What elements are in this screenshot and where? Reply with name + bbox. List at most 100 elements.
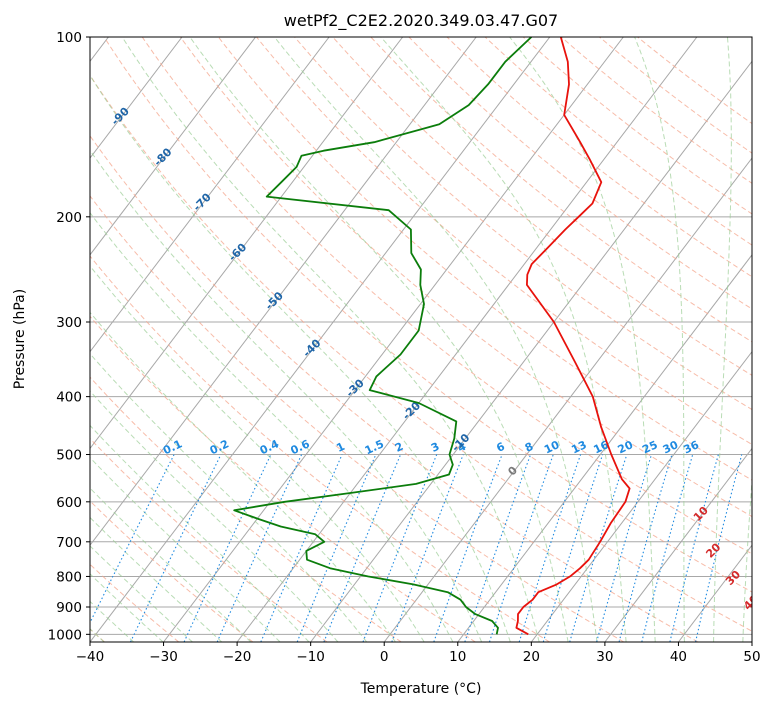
mixing-ratio-label: 2: [393, 440, 405, 455]
dry-adiabat-line: [294, 37, 752, 411]
mixing-ratio-label: 36: [682, 438, 702, 456]
mixing-ratio-line: [391, 454, 464, 642]
mixing-ratio-line: [464, 454, 532, 642]
y-tick-label: 1000: [48, 627, 82, 643]
x-tick-label: 30: [596, 649, 613, 665]
y-tick-label: 300: [56, 315, 82, 331]
dry-adiabat-line: [599, 37, 752, 154]
moist-adiabat-line: [90, 311, 396, 642]
dry-adiabat-line: [408, 37, 752, 310]
y-tick-label: 500: [56, 448, 82, 464]
x-tick-label: 0: [380, 649, 389, 665]
x-tick-label: −40: [76, 649, 105, 665]
dry-adiabat-line: [103, 37, 752, 593]
adiabat-labels: 0.1 0.2 0.4 0.6 1 1.5 2 3 4 6 8 10 13 16 20 25 30 36-100-…: [90, 60, 761, 612]
plot-frame: [89, 36, 753, 643]
mixing-ratio-line: [695, 454, 743, 642]
dry-adiabat-line: [179, 37, 752, 518]
isotherm-line: [457, 254, 752, 642]
dry-adiabat-line: [90, 376, 402, 642]
mixing-ratio-label: 8: [523, 440, 535, 455]
isotherm-line: [310, 60, 752, 642]
isotherm-line: [163, 37, 624, 642]
dewpoint-profile: [233, 37, 533, 635]
mixing-ratio-line: [90, 454, 175, 624]
y-tick-label: 900: [56, 600, 82, 616]
moist-adiabat-line: [90, 516, 223, 642]
y-tick-label: 800: [56, 569, 82, 585]
mixing-ratio-label: 10: [542, 438, 562, 456]
isotherm-line: [604, 447, 752, 642]
moist-adiabat-line: [90, 390, 339, 642]
mixing-ratio-line: [569, 454, 628, 642]
isotherm-line: [383, 157, 752, 642]
isotherm-line: [90, 37, 477, 547]
y-tick-label: 400: [56, 390, 82, 406]
y-axis-label: Pressure (hPa): [12, 289, 28, 389]
dry-adiabat-line: [90, 255, 550, 642]
y-tick-label: 100: [56, 30, 82, 46]
isotherm-line: [236, 37, 698, 642]
mixing-ratio-line: [488, 454, 554, 642]
dry-adiabat-line: [90, 195, 625, 642]
chart-title: wetPf2_C2E2.2020.349.03.47.G07: [284, 11, 558, 31]
dry-adiabat-line: [560, 37, 752, 184]
mixing-ratio-line: [618, 454, 673, 642]
dry-adiabat-label: -40: [300, 336, 323, 359]
moist-adiabat-label: 20: [703, 540, 723, 560]
dry-adiabat-line: [90, 74, 752, 632]
y-tick-label: 600: [56, 495, 82, 511]
mixing-ratio-label: 20: [616, 438, 636, 456]
moist-adiabat-line: [189, 37, 569, 642]
isotherm-line: [90, 37, 330, 353]
moist-adiabat-line: [380, 37, 627, 642]
mixing-ratio-line: [260, 454, 343, 642]
dry-adiabat-line: [522, 37, 752, 215]
moist-adiabat-line: [274, 37, 598, 642]
moist-adiabat-line: [121, 37, 540, 642]
dry-adiabat-line: [256, 37, 752, 446]
x-axis-label: Temperature (°C): [360, 681, 482, 697]
dry-adiabat-label: -50: [263, 289, 286, 312]
isotherm-line: [530, 350, 752, 642]
isotherm-line: [90, 37, 551, 642]
isotherm-line: [751, 641, 752, 642]
mixing-ratio-label: 3: [429, 440, 441, 455]
mixing-ratio-line: [183, 454, 272, 642]
x-tick-label: −20: [223, 649, 252, 665]
moist-adiabat-line: [90, 211, 454, 642]
mixing-ratio-line: [130, 454, 222, 642]
mixing-ratio-label: 6: [494, 440, 507, 455]
mixing-ratio-line: [542, 454, 604, 642]
moist-adiabat-line: [90, 456, 281, 642]
moist-adiabat-line: [713, 37, 732, 642]
mixing-ratio-line: [518, 454, 582, 642]
y-tick-label: 700: [56, 535, 82, 551]
dry-adiabat-line: [446, 37, 752, 278]
mixing-ratio-line: [641, 454, 694, 642]
mixing-ratio-label: 13: [569, 438, 588, 456]
mixing-ratio-line: [596, 454, 653, 642]
mixing-ratio-line: [433, 454, 503, 642]
dry-adiabat-line: [370, 37, 752, 343]
dry-adiabat-line: [141, 37, 752, 555]
dry-adiabat-label: -70: [191, 190, 214, 213]
x-tick-label: −10: [296, 649, 325, 665]
mixing-ratio-line: [323, 454, 402, 642]
x-tick-label: −30: [149, 649, 178, 665]
mixing-ratio-label: 30: [661, 438, 681, 456]
isotherm-line: [90, 37, 404, 450]
mixing-ratio-line: [362, 454, 438, 642]
moist-adiabat-label: 40: [741, 592, 761, 612]
dry-adiabat-line: [90, 437, 328, 642]
isotherm-line: [678, 544, 752, 642]
mixing-ratio-label: 25: [640, 438, 659, 456]
moist-adiabat-label: 30: [723, 568, 743, 588]
sounding-profiles: [233, 37, 631, 636]
dry-adiabat-line: [332, 37, 752, 376]
moist-adiabat-line: [90, 265, 425, 642]
x-tick-label: 20: [523, 649, 540, 665]
dry-adiabat-line: [90, 134, 699, 642]
moist-adiabat-line: [509, 37, 656, 642]
axis-ticks: −40 −30 −20 −10 0 10 20 30 40 5010020030040050060…: [48, 30, 761, 665]
